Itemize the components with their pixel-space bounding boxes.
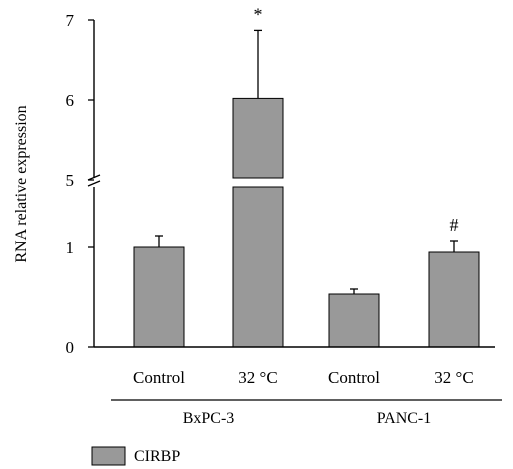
significance-marker: * [254, 4, 263, 24]
legend: CIRBP [91, 446, 180, 466]
y-axis-label: RNA relative expression [13, 105, 30, 262]
bar [428, 251, 480, 348]
x-category-label: 32 °C [238, 368, 277, 387]
significance-marker: # [450, 215, 459, 235]
y-ticks: 0 1 5 6 7 [66, 11, 94, 357]
y-tick-label: 1 [66, 238, 75, 257]
y-tick-label: 5 [66, 171, 75, 190]
legend-label-cirbp: CIRBP [134, 448, 180, 465]
bar [328, 293, 380, 348]
bar-upper-segment [232, 97, 284, 179]
x-category-label: Control [328, 368, 380, 387]
bar [133, 246, 185, 348]
x-category-labels: Control 32 °C Control 32 °C [133, 368, 474, 387]
x-category-label: Control [133, 368, 185, 387]
legend-swatch-cirbp [91, 446, 126, 466]
y-tick-label: 7 [66, 11, 75, 30]
y-axis [87, 20, 495, 348]
x-category-label: 32 °C [434, 368, 473, 387]
axis-break-mark [87, 174, 101, 187]
x-group-label: BxPC-3 [183, 410, 235, 427]
bar-lower-segment [232, 186, 284, 348]
bars: *# [133, 4, 480, 348]
x-group-label: PANC-1 [377, 410, 432, 427]
x-group-labels: BxPC-3 PANC-1 [111, 399, 502, 427]
y-tick-label: 6 [66, 91, 75, 110]
y-tick-label: 0 [66, 338, 75, 357]
